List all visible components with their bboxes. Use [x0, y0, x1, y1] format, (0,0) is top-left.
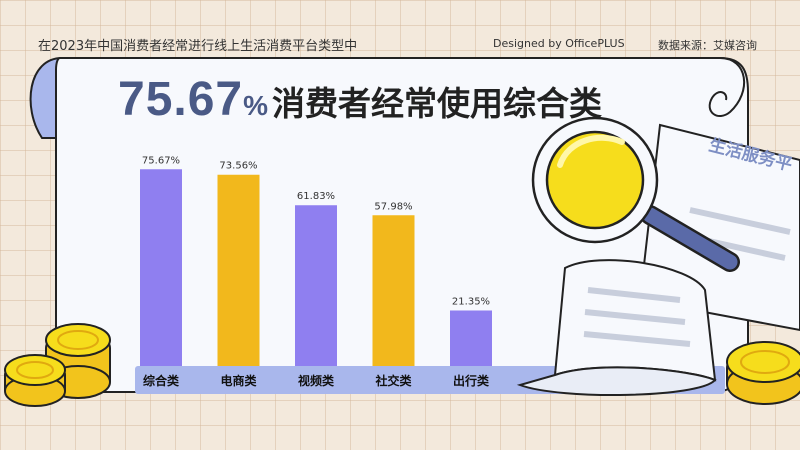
- category-label: 视频类: [298, 373, 335, 388]
- header-title: 在2023年中国消费者经常进行线上生活消费平台类型中: [38, 39, 358, 54]
- bar-2: [217, 174, 260, 366]
- bar-value-label: 61.83%: [297, 191, 335, 202]
- bar-5: [450, 310, 492, 366]
- bar-value-label: 57.98%: [374, 201, 412, 212]
- bar-value-label: 73.56%: [219, 161, 257, 172]
- designed-by-credit: Designed by OfficePLUS: [493, 37, 625, 50]
- bar-4: [372, 215, 415, 366]
- data-source: 数据来源：艾媒咨询: [658, 39, 757, 52]
- bar-value-label: 75.67%: [142, 155, 180, 166]
- category-label: 出行类: [453, 373, 490, 388]
- bar-3: [295, 205, 337, 366]
- headline-unit: %: [243, 90, 269, 121]
- category-label: 社交类: [374, 373, 412, 388]
- category-label: 电商类: [220, 373, 257, 388]
- headline-value: 75.67: [118, 73, 244, 126]
- bar-1: [140, 169, 182, 366]
- bar-value-label: 21.35%: [452, 296, 490, 307]
- headline: 75.67% 消费者经常使用综合类: [118, 72, 602, 127]
- headline-text: 消费者经常使用综合类: [272, 84, 603, 123]
- category-label: 综合类: [143, 373, 180, 388]
